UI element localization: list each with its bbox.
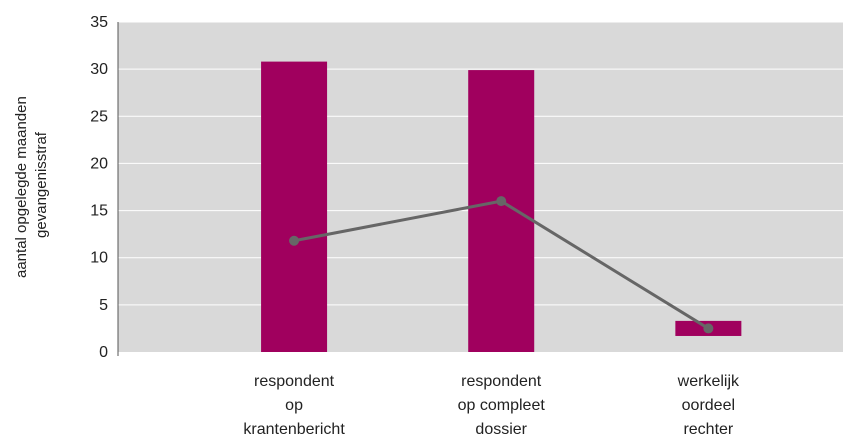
y-axis-label: aantal opgelegde maanden gevangenisstraf xyxy=(13,92,50,278)
bar xyxy=(261,61,328,352)
y-tick-label: 30 xyxy=(90,61,108,78)
y-tick-label: 10 xyxy=(90,250,108,267)
bars xyxy=(261,61,742,352)
bar xyxy=(468,70,535,352)
y-tick-label: 35 xyxy=(90,14,108,31)
y-tick-label: 5 xyxy=(99,297,108,314)
y-tick-label: 20 xyxy=(90,155,108,172)
x-axis-labels: respondent op krantenbericht respondent op c… xyxy=(243,373,740,438)
y-axis-label-line: gevangenisstraf xyxy=(33,131,50,238)
y-tick-label: 25 xyxy=(90,108,108,125)
line-point xyxy=(289,235,300,246)
y-axis-ticks: 0 5 10 15 20 25 30 35 xyxy=(90,14,119,361)
line-point xyxy=(703,323,714,334)
y-axis-label-line: aantal opgelegde maanden xyxy=(13,96,30,278)
x-tick-label: werkelijk oordeel rechter xyxy=(677,373,740,438)
x-tick-label: respondent op compleet dossier xyxy=(458,373,546,438)
line-series xyxy=(289,196,714,334)
y-tick-label: 15 xyxy=(90,203,108,220)
y-tick-label: 0 xyxy=(99,344,108,361)
x-tick-label: respondent op krantenbericht xyxy=(243,373,345,438)
line-point xyxy=(496,196,507,207)
